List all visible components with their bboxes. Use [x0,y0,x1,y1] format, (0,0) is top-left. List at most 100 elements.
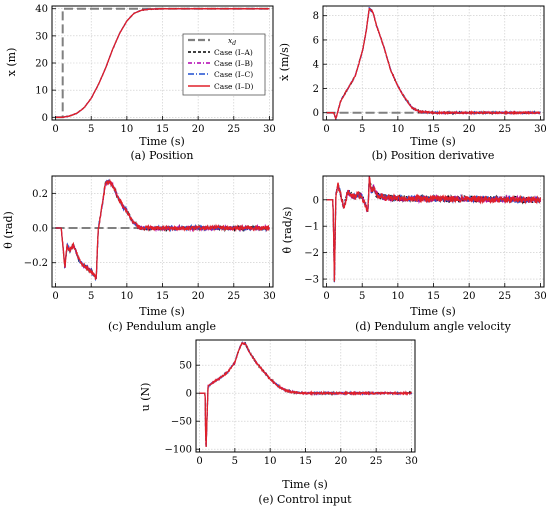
ylabel-c: θ (rad) [2,211,15,249]
x-tick-label: 30 [534,291,547,302]
legend-label-ia: Case (I–A) [214,48,253,57]
y-tick-label: 0 [42,113,48,124]
x-tick-label: 20 [463,124,476,135]
caption-d: (d) Pendulum angle velocity [355,320,511,333]
y-tick-label: 0.2 [32,189,48,200]
x-tick-label: 0 [52,124,58,135]
legend-label-id: Case (I–D) [214,82,254,91]
caption-e: (e) Control input [258,493,352,506]
x-tick-label: 25 [498,291,511,302]
y-tick-label: 6 [313,35,319,46]
y-tick-label: 8 [313,11,319,22]
legend-entry-xd: xd [188,36,236,47]
x-tick-label: 5 [232,456,238,467]
x-tick-label: 15 [156,124,169,135]
y-tick-label: −100 [165,445,192,456]
xlabel-d: Time (s) [410,305,456,318]
y-tick-label: 2 [313,84,319,95]
xlabel-b: Time (s) [410,135,456,148]
x-tick-label: 25 [370,456,383,467]
ylabel-b: ẋ (m/s) [278,43,291,81]
y-tick-label: 10 [35,86,48,97]
legend-entry-ic: Case (I–C) [188,70,253,79]
series-case-i-d-a [55,7,270,119]
x-tick-label: 5 [88,124,94,135]
y-tick-label: 20 [35,59,48,70]
x-tick-label: 10 [120,124,133,135]
x-tick-label: 25 [227,291,240,302]
x-tick-label: 15 [156,291,169,302]
legend-label-ib: Case (I–B) [214,59,253,68]
series-case-i-d-c [55,178,270,280]
y-tick-label: 50 [179,361,192,372]
legend-entry-id: Case (I–D) [188,82,254,91]
x-tick-label: 0 [196,456,202,467]
x-tick-label: 25 [498,124,511,135]
xlabel-c: Time (s) [139,305,185,318]
ylabel-a: x (m) [5,48,18,77]
y-tick-label: −50 [171,417,192,428]
y-tick-label: 0 [186,389,192,400]
series-case-i-d-b [326,7,541,121]
panel-position-derivative: 0 5 10 15 20 25 30 0 2 4 6 8 (b) Position derivativ… [278,5,547,162]
caption-c: (c) Pendulum angle [108,320,216,333]
ylabel-e: u (N) [139,383,152,412]
xlabel-a: Time (s) [139,135,185,148]
legend-label-xd: xd [228,36,236,47]
x-tick-label: 20 [192,124,205,135]
y-tick-label: 30 [35,31,48,42]
y-tick-label: 0 [313,195,319,206]
plot-area-c: 0 5 10 15 20 25 30 −0.2 0.0 0.2 [24,175,276,302]
ylabel-d: θ̇ (rad/s) [281,207,294,254]
y-tick-label: 40 [35,4,48,15]
x-tick-label: 25 [227,124,240,135]
x-tick-label: 30 [534,124,547,135]
x-tick-label: 0 [323,124,329,135]
x-tick-label: 15 [427,124,440,135]
legend-box [182,33,266,96]
series-case-i-d-e [199,341,413,448]
panel-position: 0 5 10 15 20 25 30 0 10 20 30 40 (a) Position Time … [5,4,276,162]
x-tick-label: 20 [192,291,205,302]
legend-label-ic: Case (I–C) [214,70,253,79]
x-tick-label: 20 [463,291,476,302]
x-tick-label: 5 [88,291,94,302]
x-tick-label: 10 [391,124,404,135]
x-tick-label: 15 [299,456,312,467]
x-tick-label: 0 [323,291,329,302]
plot-area-e: 0 5 10 15 20 25 30 −100 −50 0 50 [165,339,418,467]
y-tick-label: 4 [313,60,319,71]
x-tick-label: 10 [120,291,133,302]
x-tick-label: 10 [391,291,404,302]
legend: xd Case (I–A) Case (I–B) Case (I–C) Case… [182,33,266,96]
x-tick-label: 30 [263,124,276,135]
y-tick-label: −0.2 [24,258,48,269]
x-tick-label: 20 [334,456,347,467]
y-tick-label: −2 [304,248,319,259]
panel-pendulum-angle: 0 5 10 15 20 25 30 −0.2 0.0 0.2 (c) Pendulum angl… [2,175,276,333]
legend-entry-ia: Case (I–A) [188,48,253,57]
panel-pendulum-angle-velocity: 0 5 10 15 20 25 30 −3 −2 −1 0 (d) Pendulum angle v… [281,175,547,333]
caption-a: (a) Position [130,149,193,162]
x-tick-label: 5 [359,124,365,135]
x-tick-label: 0 [52,291,58,302]
caption-b: (b) Position derivative [372,149,495,162]
y-tick-label: −3 [304,275,319,286]
y-tick-label: 0.0 [32,224,48,235]
y-tick-label: −1 [304,222,319,233]
axes-frame-e [195,339,416,453]
x-tick-label: 30 [263,291,276,302]
x-tick-label: 15 [427,291,440,302]
legend-entry-ib: Case (I–B) [188,59,253,68]
plot-area-b: 0 5 10 15 20 25 30 0 2 4 6 8 [313,5,547,135]
x-tick-label: 10 [264,456,277,467]
plot-area-a: 0 5 10 15 20 25 30 0 10 20 30 40 [35,4,276,135]
x-tick-label: 30 [405,456,418,467]
xlabel-e: Time (s) [282,478,328,491]
y-tick-label: 0 [313,108,319,119]
series-case-i-d-d [326,175,542,282]
x-tick-label: 5 [359,291,365,302]
panel-control-input: 0 5 10 15 20 25 30 −100 −50 0 50 (e) Control input… [139,339,418,506]
plot-area-d: 0 5 10 15 20 25 30 −3 −2 −1 0 [304,175,547,302]
